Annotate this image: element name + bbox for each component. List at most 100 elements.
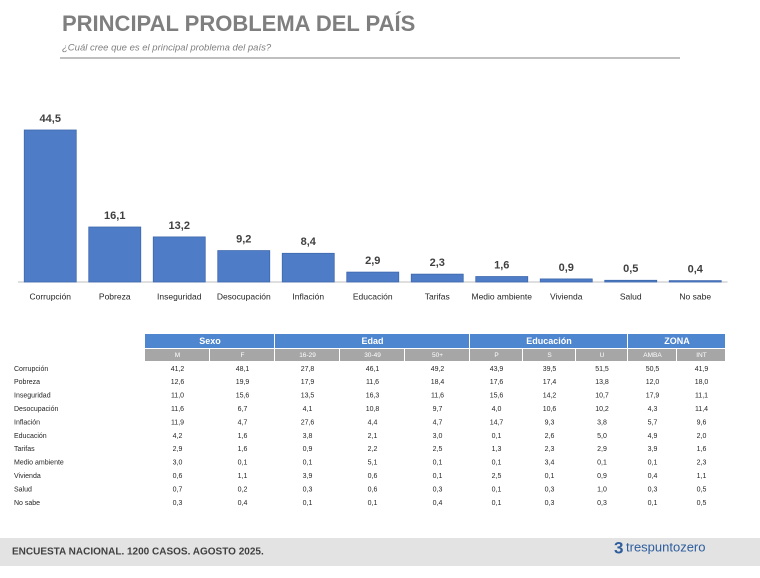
x-tick-label: Vivienda bbox=[550, 291, 583, 301]
cell: 3,0 bbox=[173, 460, 183, 467]
cell: 48,1 bbox=[236, 366, 250, 373]
cell: 15,6 bbox=[490, 393, 504, 400]
cell: 10,2 bbox=[595, 406, 609, 413]
cell: 0,1 bbox=[433, 460, 443, 467]
cell: 0,3 bbox=[173, 500, 183, 507]
group-header bbox=[145, 334, 274, 348]
cell: 51,5 bbox=[595, 366, 609, 373]
cell: 3,4 bbox=[545, 460, 555, 467]
cell: 2,9 bbox=[173, 446, 183, 453]
column-label: F bbox=[241, 352, 245, 359]
cell: 1,6 bbox=[238, 433, 248, 440]
cell: 1,6 bbox=[238, 446, 248, 453]
cell: 13,5 bbox=[301, 393, 315, 400]
cell: 4,9 bbox=[648, 433, 658, 440]
group-header bbox=[628, 334, 725, 348]
cell: 39,5 bbox=[543, 366, 557, 373]
cell: 4,2 bbox=[173, 433, 183, 440]
cell: 11,9 bbox=[171, 419, 184, 426]
row-label: Desocupación bbox=[14, 406, 58, 413]
group-label: Educación bbox=[526, 336, 572, 346]
row-label: Corrupción bbox=[14, 366, 48, 373]
chart-subtitle: ¿Cuál cree que es el principal problema … bbox=[62, 43, 272, 54]
value-label: 2,9 bbox=[365, 255, 380, 267]
cell: 5,1 bbox=[368, 460, 378, 467]
cell: 12,6 bbox=[171, 379, 185, 386]
cell: 4,0 bbox=[492, 406, 502, 413]
cell: 0,6 bbox=[173, 473, 183, 480]
cell: 0,7 bbox=[173, 486, 183, 493]
cell: 0,1 bbox=[303, 460, 313, 467]
row-label: Medio ambiente bbox=[14, 460, 64, 467]
cell: 43,9 bbox=[490, 366, 504, 373]
value-label: 13,2 bbox=[169, 220, 190, 232]
cell: 11,4 bbox=[695, 406, 708, 413]
cell: 1,1 bbox=[238, 473, 248, 480]
cell: 0,9 bbox=[303, 446, 313, 453]
column-label: 50+ bbox=[432, 352, 443, 359]
cell: 3,9 bbox=[303, 473, 313, 480]
cell: 0,1 bbox=[545, 473, 555, 480]
value-label: 0,4 bbox=[688, 264, 704, 276]
row-label: Inflación bbox=[14, 419, 40, 426]
cell: 0,2 bbox=[238, 486, 248, 493]
cell: 0,3 bbox=[545, 486, 555, 493]
column-header bbox=[470, 349, 522, 361]
x-tick-label: Salud bbox=[620, 291, 642, 301]
cell: 0,4 bbox=[238, 500, 248, 507]
cell: 0,3 bbox=[648, 486, 658, 493]
cell: 0,1 bbox=[303, 500, 313, 507]
cell: 19,9 bbox=[236, 379, 250, 386]
cell: 41,9 bbox=[695, 366, 709, 373]
cell: 2,9 bbox=[597, 446, 607, 453]
column-label: 30-49 bbox=[364, 352, 381, 359]
bar bbox=[410, 273, 464, 283]
cell: 4,4 bbox=[368, 419, 378, 426]
cell: 1,6 bbox=[697, 446, 707, 453]
cell: 11,0 bbox=[171, 393, 184, 400]
cell: 50,5 bbox=[646, 366, 660, 373]
group-label: Sexo bbox=[199, 336, 221, 346]
cell: 1,3 bbox=[492, 446, 502, 453]
x-tick-label: Inseguridad bbox=[157, 291, 202, 301]
cell: 14,2 bbox=[543, 393, 557, 400]
x-tick-label: Desocupación bbox=[217, 291, 271, 301]
footer-text: ENCUESTA NACIONAL. 1200 CASOS. AGOSTO 20… bbox=[12, 547, 264, 558]
cell: 13,8 bbox=[595, 379, 609, 386]
cell: 0,4 bbox=[648, 473, 658, 480]
logo-symbol: 3 bbox=[614, 538, 623, 557]
group-label: Edad bbox=[361, 336, 383, 346]
cell: 0,3 bbox=[303, 486, 313, 493]
column-header bbox=[340, 349, 404, 361]
cell: 5,7 bbox=[648, 419, 658, 426]
value-label: 16,1 bbox=[104, 210, 125, 222]
column-header bbox=[145, 349, 209, 361]
x-tick-label: Tarifas bbox=[425, 291, 450, 301]
cell: 9,7 bbox=[433, 406, 443, 413]
x-tick-label: Medio ambiente bbox=[472, 291, 533, 301]
column-header bbox=[405, 349, 469, 361]
column-label: AMBA bbox=[643, 352, 662, 359]
row-label: Pobreza bbox=[14, 379, 40, 386]
cell: 49,2 bbox=[431, 366, 445, 373]
value-label: 0,9 bbox=[559, 262, 574, 274]
cell: 4,1 bbox=[303, 406, 313, 413]
row-label: Tarifas bbox=[14, 446, 35, 453]
cell: 2,2 bbox=[368, 446, 378, 453]
x-tick-label: Inflación bbox=[292, 291, 324, 301]
column-header bbox=[628, 349, 676, 361]
x-tick-label: Pobreza bbox=[99, 291, 131, 301]
cell: 0,1 bbox=[433, 473, 443, 480]
cell: 9,6 bbox=[697, 419, 707, 426]
cell: 46,1 bbox=[366, 366, 380, 373]
cell: 5,0 bbox=[597, 433, 607, 440]
cell: 0,1 bbox=[238, 460, 248, 467]
value-label: 44,5 bbox=[40, 113, 61, 125]
bar bbox=[23, 129, 77, 283]
cell: 27,8 bbox=[301, 366, 315, 373]
row-label: Educación bbox=[14, 433, 47, 440]
chart-title: PRINCIPAL PROBLEMA DEL PAÍS bbox=[62, 11, 415, 36]
row-label: Vivienda bbox=[14, 473, 41, 480]
cell: 3,8 bbox=[597, 419, 607, 426]
